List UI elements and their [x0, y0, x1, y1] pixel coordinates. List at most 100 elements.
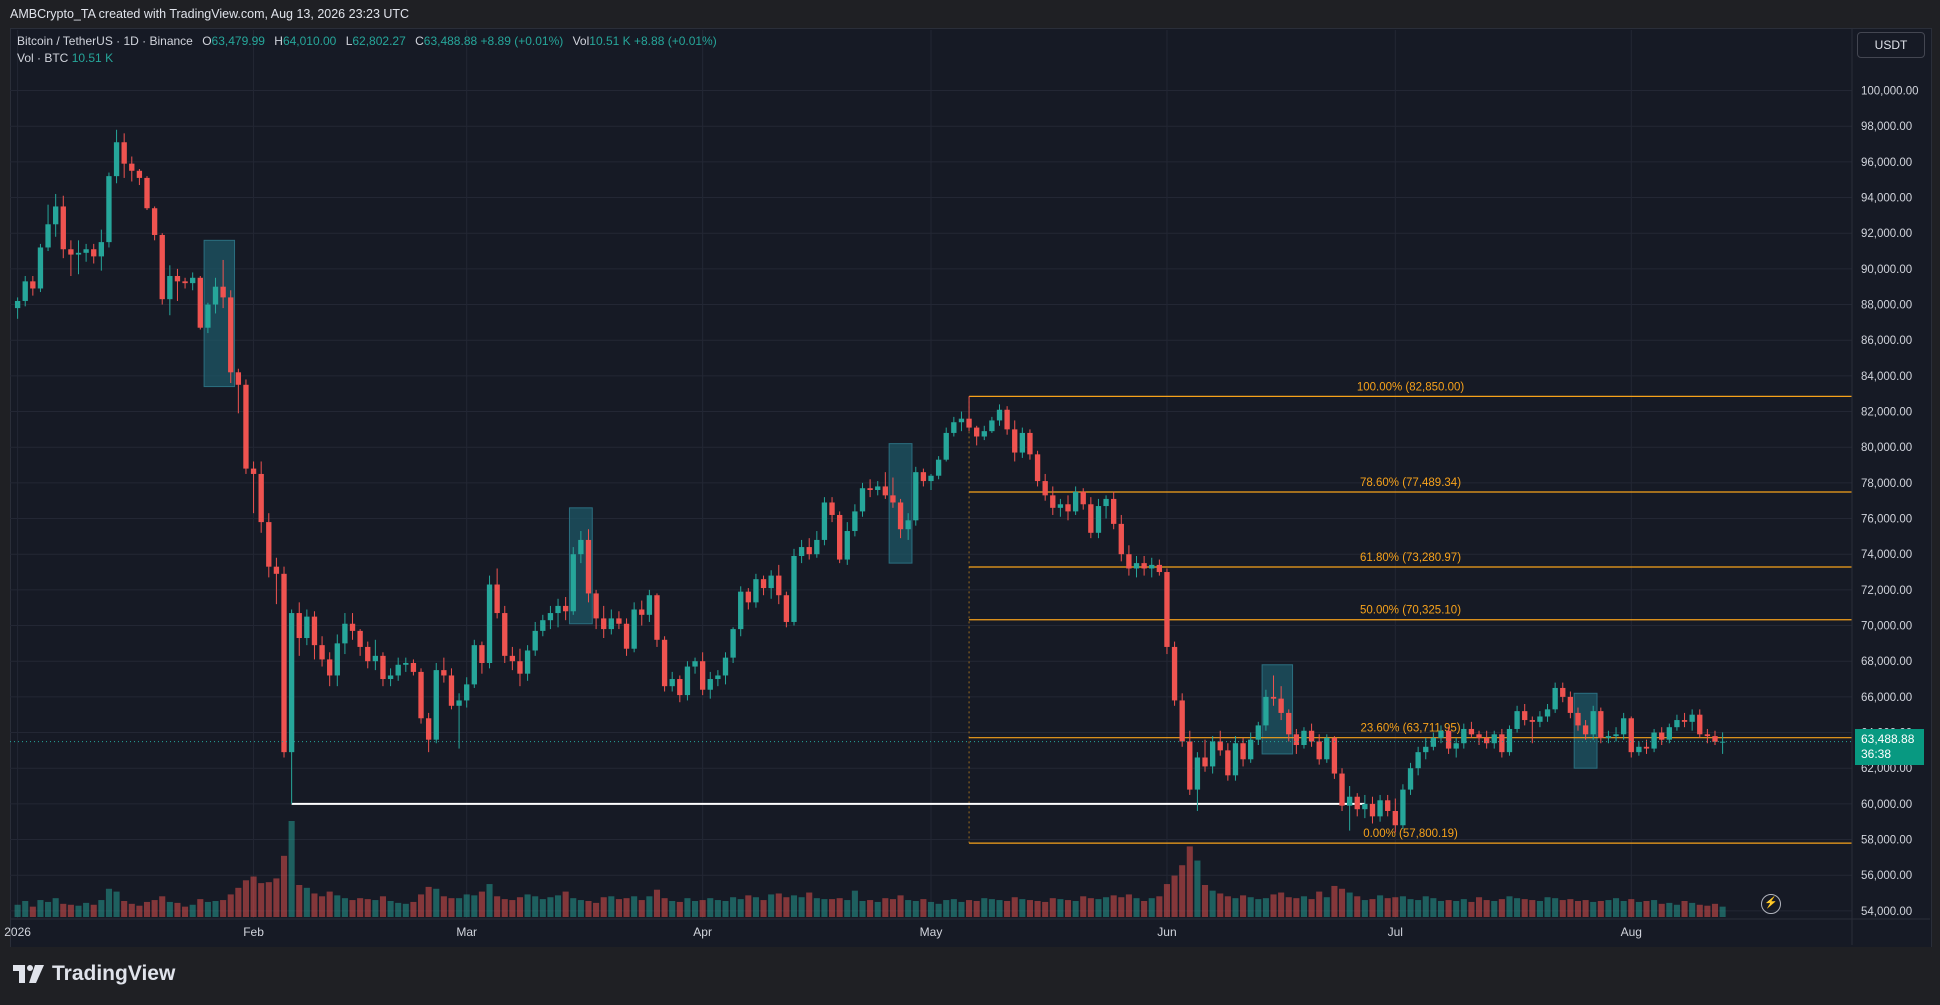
candle-body: [1133, 563, 1140, 569]
volume-bar: [615, 899, 622, 917]
volume-bar: [562, 891, 569, 917]
volume-bar: [204, 901, 211, 917]
volume-bar: [1628, 899, 1635, 917]
candle-body: [365, 646, 371, 662]
candle-body: [540, 620, 546, 631]
volume-bar: [1004, 901, 1011, 917]
candle-body: [1385, 800, 1391, 811]
candle-body: [456, 700, 462, 706]
volume-bar: [113, 891, 120, 917]
volume-bar: [783, 897, 790, 917]
volume-bar: [1498, 899, 1505, 917]
price-tick-label: 94,000.00: [1861, 193, 1912, 205]
candle-body: [1240, 743, 1246, 760]
candle-body: [692, 661, 698, 667]
price-tick-label: 80,000.00: [1861, 442, 1912, 454]
volume-bar: [1491, 901, 1498, 917]
volume-bar: [623, 898, 630, 917]
price-tick-label: 68,000.00: [1861, 656, 1912, 668]
candle-body: [1369, 803, 1376, 817]
volume-bar: [1148, 898, 1155, 917]
candle-body: [1126, 554, 1132, 569]
candle-body: [441, 670, 447, 676]
volume-bar: [669, 901, 676, 917]
currency-button[interactable]: USDT: [1857, 32, 1925, 58]
candle-body: [798, 547, 805, 556]
volume-bar: [1574, 901, 1582, 917]
candle-body: [524, 650, 531, 674]
lightning-icon[interactable]: ⚡: [1761, 894, 1781, 914]
candle-body: [1103, 498, 1109, 507]
tradingview-logo[interactable]: TradingView: [12, 962, 175, 986]
candle-body: [212, 286, 219, 305]
volume-bar: [539, 899, 546, 917]
candle-body: [1278, 698, 1284, 713]
volume-bar: [463, 894, 470, 917]
volume-bar: [745, 895, 752, 917]
candle-body: [1248, 739, 1254, 760]
candle-body: [1012, 429, 1018, 453]
last-price-tag: 63,488.88 36:38: [1855, 729, 1924, 765]
candle-body: [1232, 743, 1239, 776]
volume-label: Vol: [572, 34, 590, 48]
candle-body: [1004, 409, 1010, 430]
fib-level-label: 61.80% (73,280.97): [1360, 552, 1461, 564]
candle-body: [75, 252, 82, 255]
candle-body: [403, 662, 409, 665]
candle-body: [1598, 711, 1604, 738]
tradingview-brand: TradingView: [52, 962, 176, 985]
candle-body: [943, 432, 949, 460]
volume-bar: [730, 897, 737, 917]
volume-bar: [1582, 900, 1589, 917]
volume-bar: [29, 906, 36, 917]
candle-body: [243, 384, 249, 469]
chart-panel[interactable]: [10, 28, 1932, 948]
candle-body: [1415, 752, 1421, 769]
candle-body: [1225, 750, 1231, 776]
candle-body: [1286, 712, 1292, 735]
volume-bar: [1399, 896, 1406, 917]
candle-body: [410, 662, 417, 672]
candle-body: [113, 142, 120, 177]
candle-body: [1689, 714, 1695, 722]
price-tick-label: 98,000.00: [1861, 121, 1912, 133]
price-tick-label: 90,000.00: [1861, 264, 1912, 276]
volume-bar: [1506, 896, 1513, 917]
candle-body: [45, 224, 51, 248]
volume-bar: [1651, 900, 1658, 917]
time-tick-label: Mar: [456, 925, 477, 939]
volume-bar: [121, 901, 128, 917]
candle-body: [1255, 725, 1261, 740]
last-price-value: 63,488.88: [1861, 732, 1915, 746]
volume-bar: [60, 903, 67, 917]
volume-bar: [440, 896, 447, 917]
candle-body: [578, 539, 584, 555]
candle-body: [639, 609, 645, 615]
candle-body: [935, 459, 942, 476]
volume-bar: [1612, 898, 1620, 917]
volume-bar: [813, 898, 820, 917]
volume-bar: [707, 898, 714, 917]
candle-body: [1141, 563, 1147, 569]
volume-bar: [608, 896, 615, 917]
candle-body: [37, 247, 44, 289]
volume-series-name[interactable]: Vol · BTC: [17, 51, 69, 65]
candle-body: [1491, 734, 1497, 744]
candle-body: [1111, 498, 1117, 524]
candle-body: [281, 573, 287, 753]
candle-body: [387, 675, 394, 680]
volume-bar: [227, 894, 234, 917]
low-value: 62,802.27: [352, 34, 406, 48]
volume-bar: [235, 887, 242, 917]
candle-body: [829, 502, 835, 515]
volume-bar: [197, 899, 204, 917]
candle-body: [1461, 728, 1467, 744]
volume-bar: [1034, 901, 1041, 917]
candle-body: [593, 593, 599, 619]
price-tick-label: 84,000.00: [1861, 371, 1912, 383]
candle-body: [91, 249, 97, 257]
candle-body: [1080, 491, 1086, 505]
candle-body: [677, 679, 683, 696]
symbol-name[interactable]: Bitcoin / TetherUS · 1D · Binance: [17, 34, 193, 48]
